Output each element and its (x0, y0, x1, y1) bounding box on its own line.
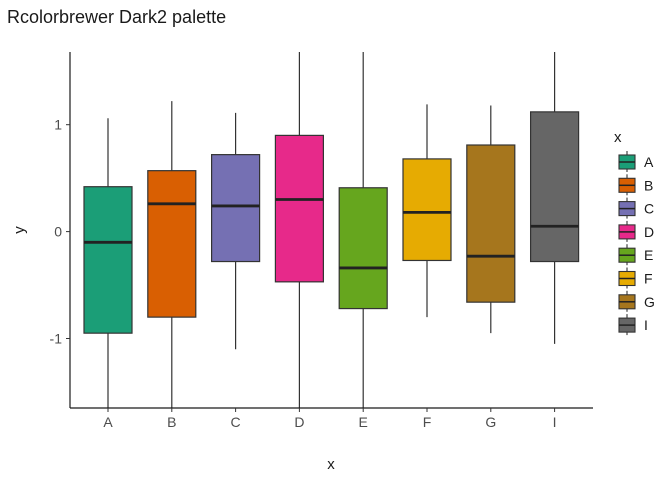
y-tick-label: -1 (50, 331, 63, 347)
legend-label: F (644, 271, 653, 287)
legend-item-c: C (618, 197, 654, 219)
y-tick-label: 1 (54, 117, 62, 133)
legend-label: I (644, 317, 648, 333)
iqr-box-b (147, 170, 197, 318)
box-g (466, 105, 516, 334)
x-tick-label: E (359, 414, 368, 430)
legend-label: E (644, 247, 653, 263)
box-d (274, 52, 324, 408)
legend-item-d: D (618, 220, 654, 242)
iqr-box-g (466, 144, 516, 303)
x-tick-label: A (103, 414, 113, 430)
box-b (147, 101, 197, 408)
y-axis-ticks: -1 0 1 (50, 117, 70, 347)
box-e (338, 52, 388, 408)
box-i (529, 52, 580, 344)
legend-label: D (644, 224, 654, 240)
iqr-box-f (402, 158, 452, 262)
legend-item-a: A (618, 151, 654, 172)
legend-item-e: E (618, 244, 653, 266)
legend-item-g: G (618, 290, 655, 312)
legend-label: A (644, 154, 654, 170)
y-tick-label: 0 (54, 224, 62, 240)
x-tick-label: I (553, 414, 557, 430)
x-axis-title: x (327, 456, 335, 473)
plot-area (83, 52, 580, 408)
x-tick-label: B (167, 414, 176, 430)
chart-title: Rcolorbrewer Dark2 palette (7, 7, 226, 27)
x-tick-label: G (485, 414, 496, 430)
box-c (211, 112, 261, 350)
iqr-box-c (211, 154, 261, 263)
legend-title: x (614, 129, 622, 146)
legend-label: G (644, 294, 655, 310)
x-tick-label: C (231, 414, 241, 430)
y-axis-title: y (11, 226, 28, 234)
x-tick-label: D (294, 414, 304, 430)
iqr-box-i (529, 111, 580, 263)
legend-item-i: I (618, 314, 648, 336)
iqr-box-a (83, 186, 133, 334)
box-f (402, 104, 452, 318)
box-a (83, 118, 133, 408)
legend-item-b: B (618, 174, 653, 196)
legend-label: C (644, 201, 654, 217)
iqr-box-d (274, 134, 324, 283)
x-tick-label: F (423, 414, 432, 430)
iqr-box-e (338, 187, 388, 310)
legend-label: B (644, 177, 653, 193)
legend-item-f: F (618, 267, 653, 289)
